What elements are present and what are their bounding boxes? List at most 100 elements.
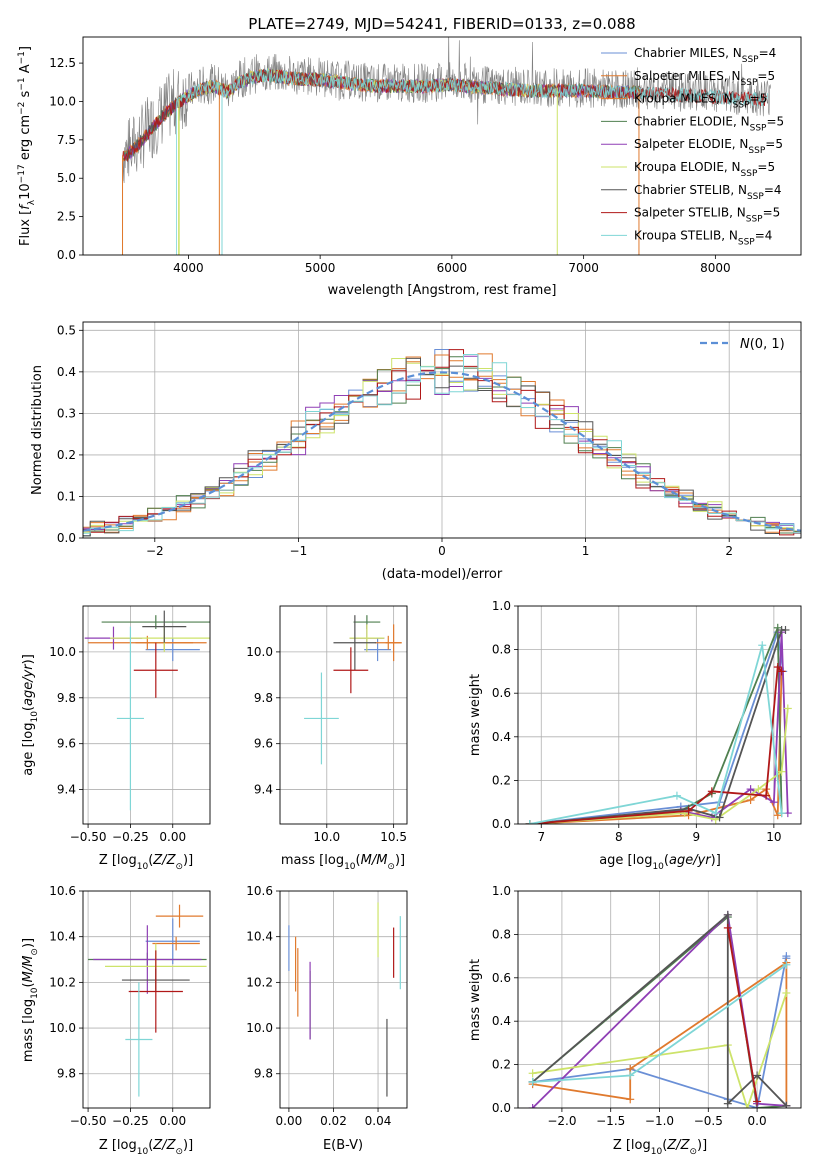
y-tick-label: 12.5 (49, 56, 76, 70)
y-tick-label: 0.3 (57, 406, 76, 420)
y-tick-label: 2.5 (57, 210, 76, 224)
model-spectrum-line (176, 67, 769, 255)
x-tick-label: 0.00 (159, 1114, 186, 1128)
y-tick-label: 0.4 (57, 365, 76, 379)
x-tick-label: −0.50 (70, 1114, 107, 1128)
residual-histogram (83, 357, 801, 537)
y-tick-label: 9.8 (57, 691, 76, 705)
x-axis-label: Z [log10(Z/Z⊙)] (613, 1138, 707, 1157)
x-tick-label: −2 (146, 544, 164, 558)
x-tick-label: 1 (582, 544, 590, 558)
y-tick-label: 10.2 (246, 975, 273, 989)
axes-frame (279, 890, 408, 1109)
plot-area-weight_vs_Z (518, 891, 801, 1108)
x-tick-label: 7 (537, 830, 545, 844)
x-tick-label: −2.0 (547, 1114, 576, 1128)
y-tick-label: 0.0 (492, 817, 511, 831)
mass-weight-line (529, 644, 783, 824)
y-axis-label: mass weight (468, 959, 483, 1041)
residual-histogram (83, 361, 801, 533)
panel-weight_vs_Z: −2.0 −1.5 −1.0 −0.5 0.0 0.0 0.2 0.4 0.6 0.8 1.0 Z [… (468, 884, 802, 1157)
y-axis-label-group: age [log10(age/yr)] (21, 654, 40, 776)
panel-age_vs_Z: −0.50 −0.25 0.00 9.4 9.6 9.8 10.0 Z [log10(Z/Z⊙… (21, 605, 211, 872)
x-axis-label: age [log10(age/yr)] (599, 853, 721, 872)
x-tick-label: 0.02 (320, 1114, 347, 1128)
residual-histogram (83, 355, 801, 534)
x-axis-label: E(B-V) (323, 1138, 363, 1153)
axes-frame (517, 605, 802, 825)
x-tick-label: 0 (438, 544, 446, 558)
y-tick-label: 10.0 (49, 94, 76, 108)
panel-mass_vs_Z: −0.50 −0.25 0.00 9.8 10.0 10.2 10.4 10.6 Z [log1… (21, 884, 211, 1157)
x-tick-label: −1 (290, 544, 308, 558)
mass-weight-line (529, 708, 789, 824)
mass-weight-line (532, 992, 788, 1108)
x-tick-label: 8000 (700, 261, 731, 275)
y-tick-label: 0.4 (492, 730, 511, 744)
y-tick-label: 10.4 (49, 930, 76, 944)
x-axis-label: Z [log10(Z/Z⊙)] (99, 1138, 193, 1157)
y-tick-label: 0.1 (57, 489, 76, 503)
plot-area-residuals (83, 322, 801, 538)
y-tick-label: 0.0 (57, 248, 76, 262)
y-axis-label-group: Flux [fλ10−17 erg cm−2 s−1 A−1] (17, 46, 37, 246)
x-tick-label: 0.00 (159, 830, 186, 844)
plot-area-mass_vs_ebv (280, 891, 407, 1108)
y-tick-label: 9.8 (254, 691, 273, 705)
y-axis-label: mass [log10(M/M⊙)] (21, 938, 40, 1062)
x-tick-label: −0.25 (112, 1114, 149, 1128)
x-tick-label: −0.5 (694, 1114, 723, 1128)
y-tick-label: 10.6 (49, 884, 76, 898)
residual-histogram (83, 354, 801, 534)
y-tick-label: 10.0 (49, 645, 76, 659)
y-tick-label: 10.0 (246, 645, 273, 659)
y-tick-label: 0.5 (57, 323, 76, 337)
y-tick-label: 9.6 (57, 737, 76, 751)
y-tick-label: 0.0 (57, 531, 76, 545)
model-spectrum-line (178, 67, 558, 255)
y-tick-label: 0.2 (492, 1058, 511, 1072)
x-axis-label: (data-model)/error (382, 567, 503, 582)
y-axis-label: age [log10(age/yr)] (21, 654, 40, 776)
x-tick-label: 8 (615, 830, 623, 844)
plot-area-age_vs_mass (280, 606, 407, 824)
y-tick-label: 1.0 (492, 884, 511, 898)
x-tick-label: 6000 (437, 261, 468, 275)
axes-frame (82, 36, 802, 256)
chart-panels: 4000 5000 6000 7000 80000.02.55.07.510.012.5… (17, 36, 802, 1157)
y-tick-label: 0.6 (492, 686, 511, 700)
figure-title: PLATE=2749, MJD=54241, FIBERID=0133, z=0… (248, 15, 635, 33)
x-axis-label: mass [log10(M/M⊙)] (281, 853, 405, 872)
axes-frame (517, 890, 802, 1109)
residual-histogram (83, 356, 801, 537)
legend-entry: Kroupa MILES, NSSP=5 (634, 92, 767, 111)
x-tick-label: 10 (766, 830, 781, 844)
x-axis-label: wavelength [Angstrom, rest frame] (328, 283, 557, 298)
y-tick-label: 1.0 (492, 599, 511, 613)
y-axis-label-group: mass [log10(M/M⊙)] (21, 938, 40, 1062)
plot-area-mass_vs_Z (83, 891, 210, 1108)
y-tick-label: 10.2 (49, 975, 76, 989)
x-tick-label: 5000 (305, 261, 336, 275)
axes-frame (82, 890, 211, 1109)
axes-frame (82, 321, 802, 539)
x-tick-label: −1.0 (645, 1114, 674, 1128)
legend-entry: Chabrier ELODIE, NSSP=5 (634, 114, 784, 133)
legend-entry: Chabrier STELIB, NSSP=4 (634, 183, 782, 202)
panel-mass_vs_ebv: 0.00 0.02 0.04 9.8 10.0 10.2 10.4 10.6 E(B-V) (246, 884, 408, 1153)
y-axis-label: Normed distribution (30, 365, 45, 495)
panel-spectrum: 4000 5000 6000 7000 8000 0.0 2.5 5.0 7.5 10.0 12.5… (17, 36, 802, 298)
y-tick-label: 10.6 (246, 884, 273, 898)
panel-residuals: −2 −1 0 1 2 0.0 0.1 0.2 0.3 0.4 0.5 (data-model)/er… (30, 321, 802, 582)
plot-area-spectrum (122, 37, 771, 255)
axes-frame (279, 605, 408, 825)
x-tick-label: 0.00 (276, 1114, 303, 1128)
y-tick-label: 0.0 (492, 1101, 511, 1115)
y-tick-label: 0.8 (492, 927, 511, 941)
y-tick-label: 5.0 (57, 171, 76, 185)
y-tick-label: 0.4 (492, 1014, 511, 1028)
y-tick-label: 10.0 (49, 1021, 76, 1035)
y-tick-label: 10.4 (246, 930, 273, 944)
y-tick-label: 0.6 (492, 971, 511, 985)
x-tick-label: −1.5 (596, 1114, 625, 1128)
